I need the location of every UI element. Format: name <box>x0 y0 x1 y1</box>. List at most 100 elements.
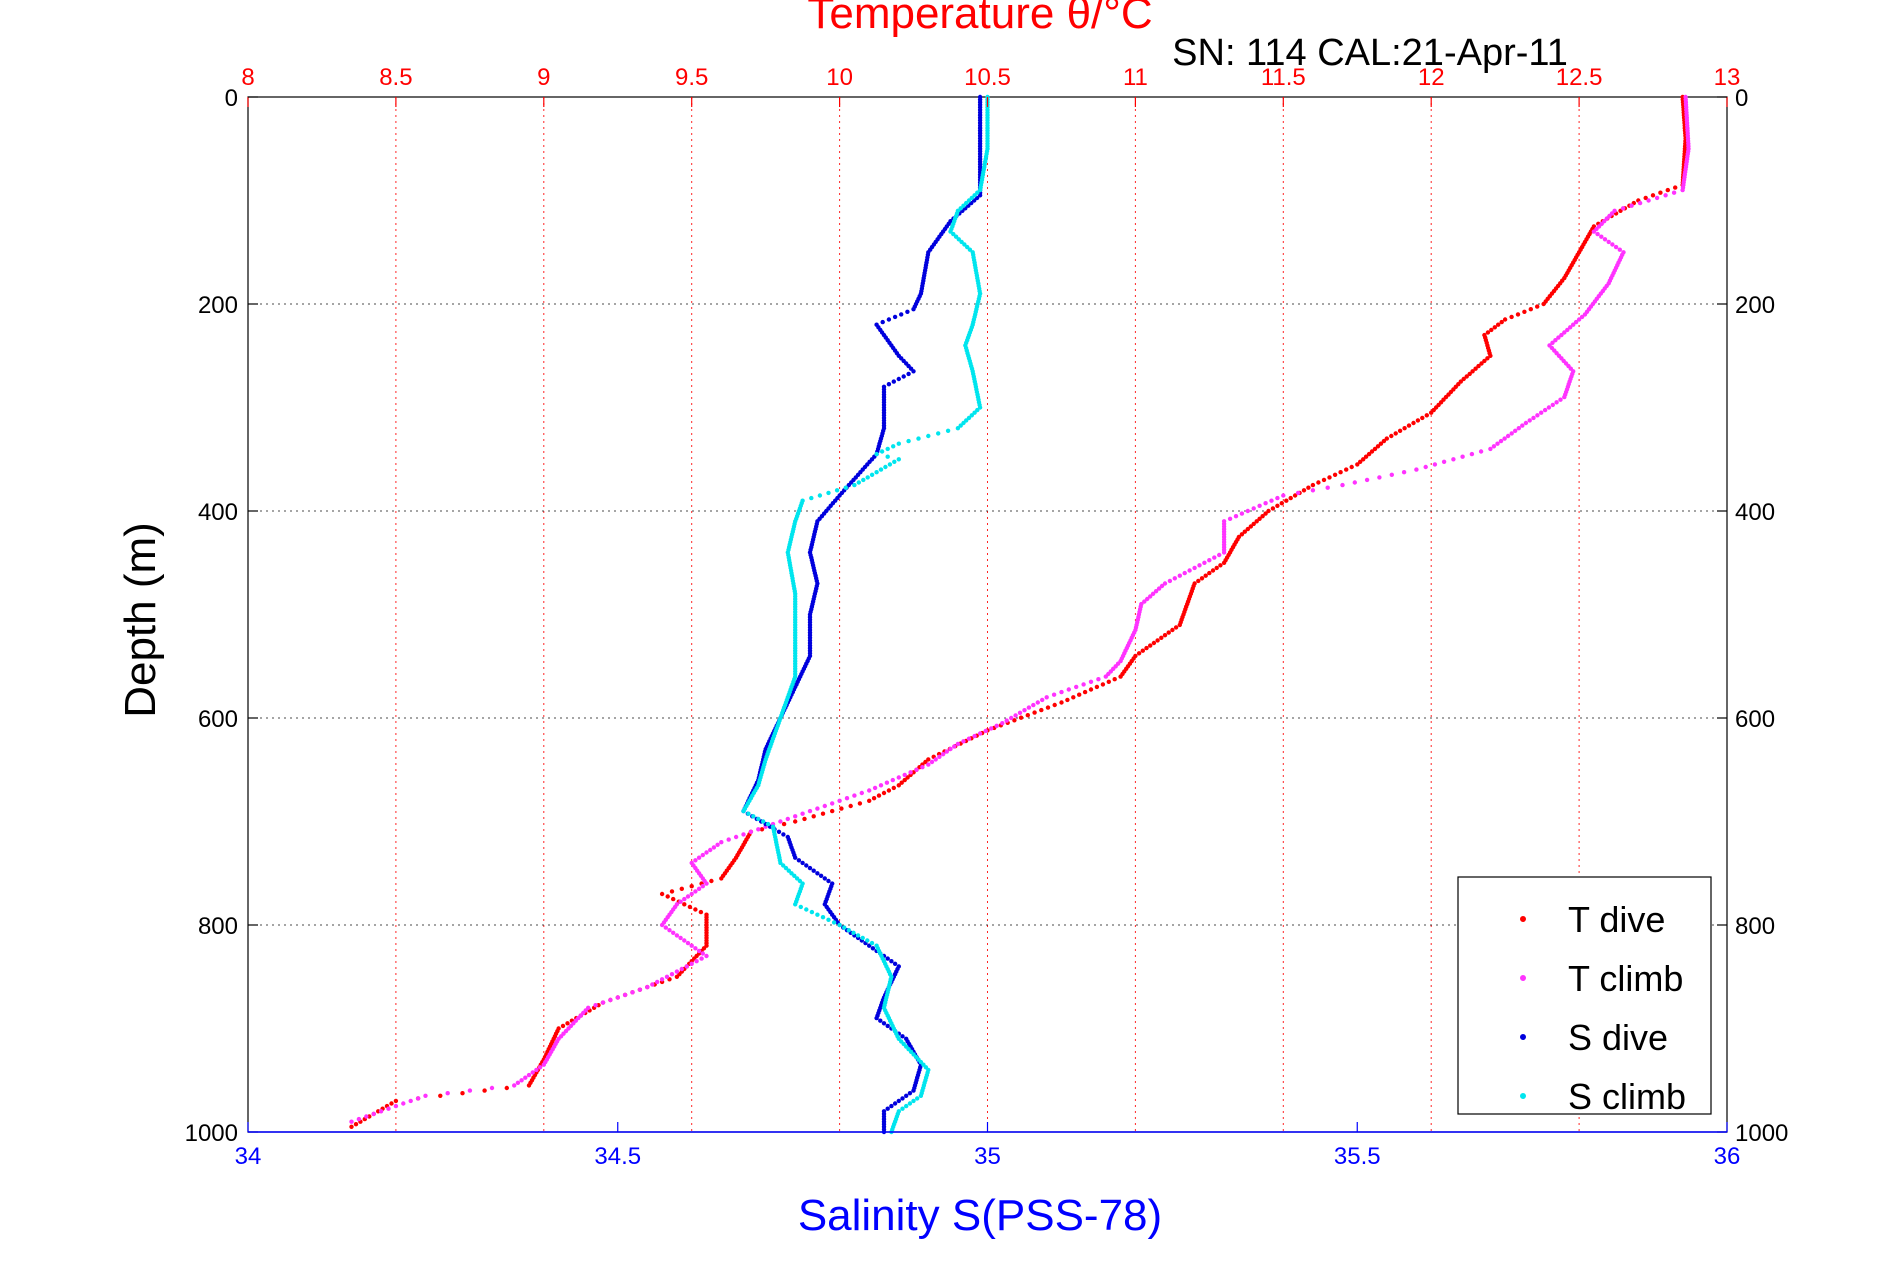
t-dive-point <box>709 878 714 884</box>
t-climb-point <box>1554 400 1559 405</box>
t-climb-point <box>989 726 994 731</box>
legend-label-t-dive: T dive <box>1568 899 1665 940</box>
t-climb-point <box>1558 397 1563 402</box>
t-dive-point <box>1372 446 1378 452</box>
t-dive-point <box>926 757 931 762</box>
s-dive-point <box>896 1098 901 1104</box>
t-dive-point <box>1239 532 1245 537</box>
s-climb-point <box>843 485 848 490</box>
t-climb-point <box>940 752 946 757</box>
s-dive-point <box>815 871 820 876</box>
t-climb-point <box>401 1101 406 1106</box>
t-climb-point <box>1553 338 1558 343</box>
t-climb-point <box>537 1065 543 1070</box>
t-dive-point <box>1650 193 1656 198</box>
t-climb-point <box>682 896 687 902</box>
depth-tick-label-left: 600 <box>198 706 238 733</box>
t-dive-point <box>689 884 694 889</box>
s-climb-point <box>855 933 861 938</box>
s-dive-point <box>901 374 906 379</box>
t-dive-point <box>1159 635 1164 640</box>
t-dive-point <box>1144 645 1149 651</box>
s-dive-point <box>889 959 894 964</box>
t-climb-point <box>741 832 746 837</box>
temperature-tick-label: 9 <box>537 64 550 91</box>
t-climb-point <box>748 829 754 834</box>
t-dive-point <box>1420 415 1425 421</box>
s-climb-point <box>926 433 931 439</box>
t-dive-point <box>1082 689 1088 695</box>
t-climb-point <box>1389 472 1395 477</box>
legend-marker-t-climb <box>1520 975 1526 981</box>
s-climb-point <box>781 863 786 868</box>
s-climb-point <box>874 451 879 457</box>
s-dive-point <box>977 193 983 198</box>
t-dive-point <box>1242 529 1248 534</box>
salinity-tick-label: 35 <box>974 1143 1001 1170</box>
s-dive-point <box>892 961 898 966</box>
t-dive-point <box>1485 356 1490 361</box>
t-climb-point <box>944 749 949 754</box>
s-climb-point <box>892 459 897 464</box>
t-dive-point <box>876 793 882 798</box>
t-dive-point <box>1155 638 1160 643</box>
t-dive-point <box>679 886 684 891</box>
s-climb-point <box>918 1093 924 1099</box>
t-dive-point <box>1306 485 1311 490</box>
t-dive-point <box>1275 503 1280 508</box>
t-climb-point <box>1520 423 1525 428</box>
t-climb-point <box>715 842 720 847</box>
t-climb-point <box>1441 459 1447 464</box>
t-dive-point <box>793 819 798 824</box>
depth-tick-label-right: 600 <box>1735 706 1775 733</box>
t-dive-point <box>389 1101 394 1106</box>
t-dive-point <box>353 1122 359 1127</box>
depth-tick-label-left: 200 <box>198 292 238 319</box>
depth-tick-label-left: 1000 <box>185 1120 238 1147</box>
s-climb-point <box>958 206 963 211</box>
s-climb-point <box>945 428 951 433</box>
s-climb-point <box>961 420 966 426</box>
t-climb-point <box>1227 516 1233 521</box>
s-climb-point <box>969 413 974 418</box>
t-climb-point <box>541 1062 546 1067</box>
t-dive-point <box>1203 573 1208 578</box>
t-dive-point <box>1170 627 1175 633</box>
t-climb-point <box>1531 415 1536 421</box>
t-climb-point <box>1451 457 1456 462</box>
t-dive-point <box>526 1083 532 1088</box>
t-climb-point <box>682 938 687 943</box>
s-climb-point <box>817 493 823 498</box>
t-climb-point <box>844 796 850 801</box>
t-climb-point <box>1591 229 1597 234</box>
t-climb-point <box>1004 718 1009 723</box>
t-dive-point <box>1025 713 1031 718</box>
t-dive-point <box>1515 312 1521 317</box>
t-dive-point <box>1482 358 1487 364</box>
legend-label-s-dive: S dive <box>1568 1017 1668 1058</box>
t-dive-point <box>830 808 835 814</box>
grid-layer <box>248 97 1727 1132</box>
t-dive-point <box>881 790 887 796</box>
t-dive-point <box>1221 560 1227 565</box>
t-dive-point <box>1052 702 1057 708</box>
s-climb-point <box>820 915 826 920</box>
t-dive-point <box>1292 493 1298 498</box>
t-dive-point <box>1094 684 1100 690</box>
t-climb-point <box>1263 501 1268 506</box>
series-layer <box>349 94 1691 1135</box>
t-dive-point <box>1464 374 1469 379</box>
t-climb-point <box>1576 317 1582 322</box>
t-dive-point <box>899 780 904 785</box>
temperature-tick-label: 11.5 <box>1261 64 1306 91</box>
s-climb-series <box>741 94 990 1135</box>
s-climb-point <box>783 865 789 871</box>
t-climb-point <box>1579 314 1585 320</box>
t-dive-point <box>896 783 901 788</box>
s-climb-point <box>794 876 800 881</box>
t-dive-point <box>1658 190 1663 195</box>
t-dive-point <box>1378 441 1384 446</box>
s-climb-point <box>969 195 974 201</box>
t-climb-point <box>1187 568 1192 573</box>
